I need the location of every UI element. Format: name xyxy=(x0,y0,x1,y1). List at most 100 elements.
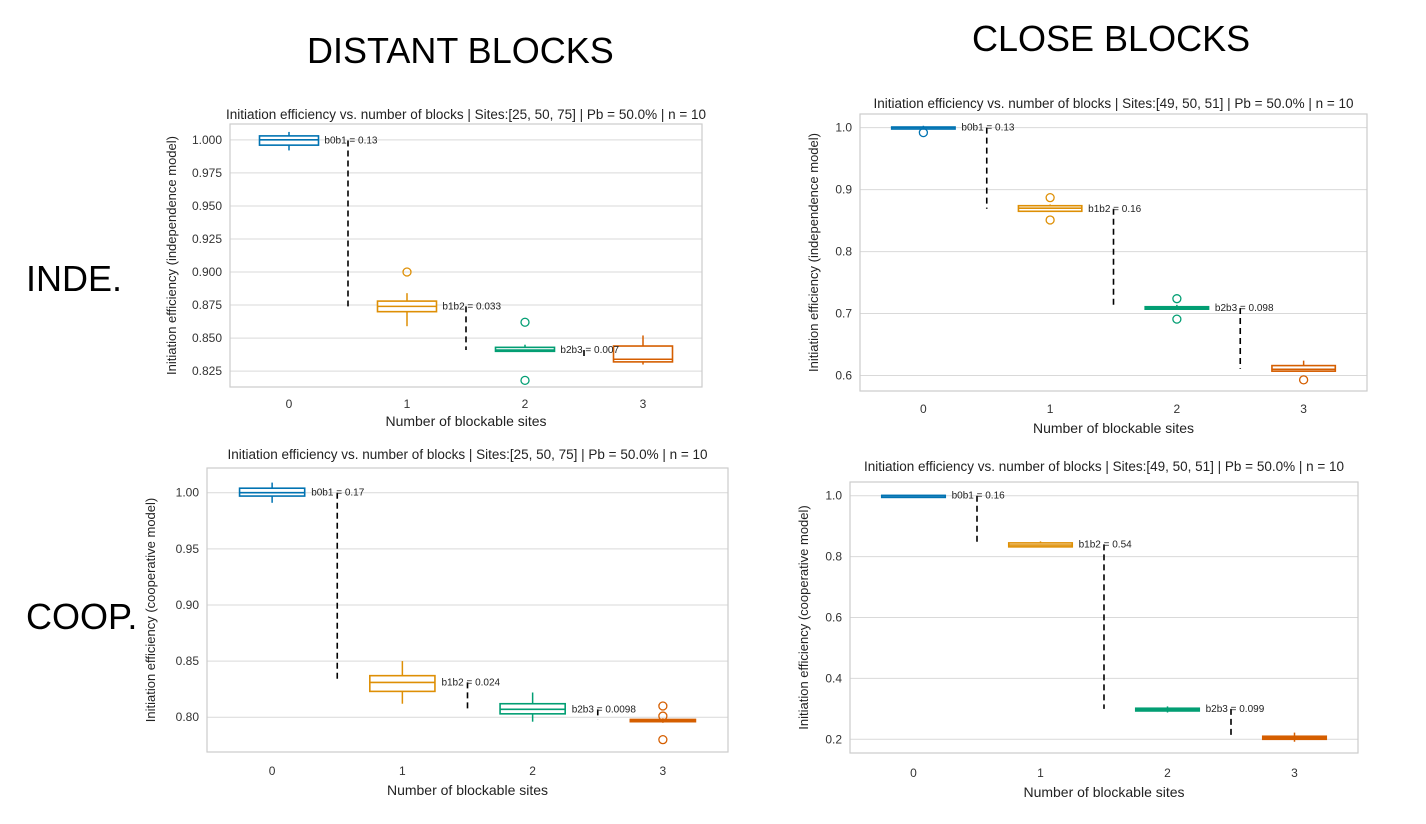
x-tick-label: 0 xyxy=(920,402,927,416)
difference-label: b2b3 = 0.099 xyxy=(1206,704,1265,715)
difference-label: b1b2 = 0.033 xyxy=(442,301,501,312)
chart-title: Initiation efficiency vs. number of bloc… xyxy=(873,96,1353,111)
box-1 xyxy=(1007,541,1074,548)
chart-title: Initiation efficiency vs. number of bloc… xyxy=(226,107,706,122)
box-3 xyxy=(612,335,674,365)
x-axis-label: Number of blockable sites xyxy=(1033,420,1194,436)
y-tick-label: 0.85 xyxy=(176,654,200,668)
box-1 xyxy=(1017,193,1083,225)
y-tick-label: 0.975 xyxy=(192,166,222,180)
y-tick-label: 0.900 xyxy=(192,265,222,279)
y-tick-label: 0.4 xyxy=(825,671,842,685)
y-tick-label: 0.2 xyxy=(825,732,842,746)
chart-title: Initiation efficiency vs. number of bloc… xyxy=(227,447,707,462)
y-tick-label: 0.6 xyxy=(825,611,842,625)
difference-label: b1b2 = 0.54 xyxy=(1079,539,1133,550)
outlier-point xyxy=(658,711,668,721)
x-tick-label: 2 xyxy=(529,764,536,778)
y-tick-label: 0.90 xyxy=(176,598,200,612)
box-0 xyxy=(880,494,947,499)
box-0 xyxy=(238,482,306,503)
x-axis-label: Number of blockable sites xyxy=(385,413,546,429)
outlier-point xyxy=(658,735,668,745)
x-tick-label: 0 xyxy=(910,766,917,780)
difference-label: b0b1 = 0.17 xyxy=(311,488,365,499)
x-tick-label: 3 xyxy=(640,397,647,411)
box-2 xyxy=(1144,294,1210,324)
x-tick-label: 1 xyxy=(404,397,411,411)
x-tick-label: 3 xyxy=(660,764,667,778)
x-tick-label: 2 xyxy=(1164,766,1171,780)
outlier-point xyxy=(520,317,530,327)
box-iqr xyxy=(1271,364,1337,372)
difference-label: b0b1 = 0.13 xyxy=(961,123,1015,134)
box-2 xyxy=(1134,706,1201,713)
difference-label: b2b3 = 0.0098 xyxy=(572,704,637,715)
box-2 xyxy=(499,692,566,722)
box-iqr xyxy=(612,345,674,363)
outlier-point xyxy=(1172,314,1182,324)
plot-frame xyxy=(849,481,1359,754)
close-blocks-heading: CLOSE BLOCKS xyxy=(972,18,1251,59)
y-tick-label: 0.7 xyxy=(835,307,852,321)
difference-label: b0b1 = 0.16 xyxy=(952,491,1006,502)
outlier-point xyxy=(1045,193,1055,203)
y-tick-label: 1.0 xyxy=(835,121,852,135)
chart-panel-0: 0.825 0.850 0.875 0.900 0.925 0.950 0.975 1.000… xyxy=(164,107,706,429)
y-tick-label: 0.850 xyxy=(192,331,222,345)
y-tick-label: 0.9 xyxy=(835,183,852,197)
distant-blocks-heading: DISTANT BLOCKS xyxy=(307,30,614,71)
y-tick-label: 0.8 xyxy=(835,245,852,259)
x-axis-label: Number of blockable sites xyxy=(1023,784,1184,800)
x-tick-label: 0 xyxy=(269,764,276,778)
y-tick-label: 0.925 xyxy=(192,232,222,246)
y-tick-label: 0.8 xyxy=(825,550,842,564)
y-axis-label: Initiation efficiency (independence mode… xyxy=(806,133,821,372)
box-iqr xyxy=(369,674,436,693)
y-tick-label: 0.80 xyxy=(176,710,200,724)
y-axis-label: Initiation efficiency (cooperative model… xyxy=(796,505,811,730)
plot-frame xyxy=(206,467,729,753)
box-1 xyxy=(369,661,436,704)
y-axis-label: Initiation efficiency (independence mode… xyxy=(164,136,179,375)
y-tick-label: 1.00 xyxy=(176,486,200,500)
x-tick-label: 1 xyxy=(1037,766,1044,780)
box-3 xyxy=(1271,360,1337,385)
box-0 xyxy=(258,131,320,151)
box-1 xyxy=(376,267,438,327)
y-tick-label: 0.95 xyxy=(176,542,200,556)
x-axis-label: Number of blockable sites xyxy=(387,782,548,798)
outlier-point xyxy=(1298,375,1309,385)
box-2 xyxy=(494,317,556,386)
x-tick-label: 2 xyxy=(1174,402,1181,416)
box-3 xyxy=(629,701,697,745)
difference-label: b0b1 = 0.13 xyxy=(324,136,378,147)
chart-panel-1: 0.6 0.7 0.8 0.9 1.0 0 1 2 3 Initiation efficiency… xyxy=(806,96,1368,436)
difference-label: b1b2 = 0.024 xyxy=(441,677,500,688)
box-3 xyxy=(1261,732,1328,742)
difference-label: b2b3 = 0.007 xyxy=(560,345,619,356)
outlier-point xyxy=(402,267,412,277)
plot-frame xyxy=(859,113,1368,392)
y-axis-label: Initiation efficiency (cooperative model… xyxy=(143,498,158,723)
x-tick-label: 0 xyxy=(286,397,293,411)
plot-frame xyxy=(229,123,703,388)
y-tick-label: 0.825 xyxy=(192,364,222,378)
x-tick-label: 3 xyxy=(1291,766,1298,780)
outlier-point xyxy=(520,375,530,386)
outlier-point xyxy=(1172,294,1182,304)
chart-title: Initiation efficiency vs. number of bloc… xyxy=(864,459,1344,474)
difference-label: b1b2 = 0.16 xyxy=(1088,204,1142,215)
y-tick-label: 1.0 xyxy=(825,489,842,503)
x-tick-label: 3 xyxy=(1300,402,1307,416)
box-0 xyxy=(890,125,956,138)
cooperative-row-label: COOP. xyxy=(26,596,138,637)
chart-panel-2: 0.80 0.85 0.90 0.95 1.00 0 1 2 3 Initiation effic… xyxy=(143,447,729,798)
outlier-point xyxy=(918,127,929,138)
y-tick-label: 0.6 xyxy=(835,369,852,383)
x-tick-label: 1 xyxy=(399,764,406,778)
x-tick-label: 2 xyxy=(522,397,529,411)
outlier-point xyxy=(658,701,668,711)
y-tick-label: 0.950 xyxy=(192,199,222,213)
